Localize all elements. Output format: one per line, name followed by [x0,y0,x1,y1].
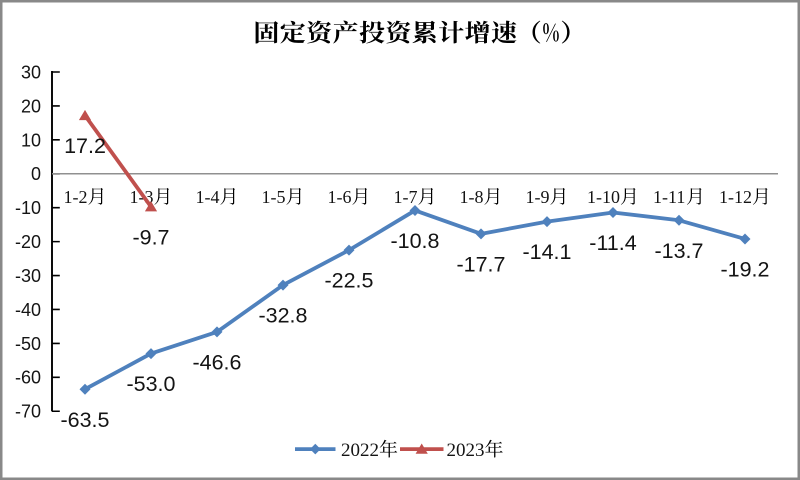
svg-text:-19.2: -19.2 [720,258,769,282]
svg-text:2023: 2023 [447,440,485,461]
svg-text:-53.0: -53.0 [126,372,175,396]
svg-text:-14.1: -14.1 [522,240,571,264]
svg-text:1-4: 1-4 [196,187,220,207]
svg-text:0: 0 [31,164,41,184]
svg-text:1-7: 1-7 [394,187,418,207]
svg-text:-32.8: -32.8 [258,304,307,328]
svg-text:-63.5: -63.5 [60,408,109,432]
svg-text:-10: -10 [15,198,41,218]
svg-text:-40: -40 [15,300,41,320]
svg-text:-30: -30 [15,266,41,286]
svg-text:-17.7: -17.7 [456,252,505,276]
svg-text:2022: 2022 [341,440,379,461]
svg-text:1-8: 1-8 [460,187,484,207]
svg-text:20: 20 [21,96,41,116]
svg-text:-13.7: -13.7 [654,239,703,263]
svg-text:-46.6: -46.6 [192,350,241,374]
svg-text:-20: -20 [15,232,41,252]
svg-text:-70: -70 [15,402,41,422]
svg-text:-60: -60 [15,368,41,388]
svg-text:1-10: 1-10 [587,187,620,207]
svg-text:1-11: 1-11 [653,187,685,207]
svg-text:1-5: 1-5 [262,187,286,207]
svg-text:1-2: 1-2 [64,187,88,207]
svg-text:-11.4: -11.4 [589,231,636,255]
svg-text:1-6: 1-6 [328,187,352,207]
svg-text:30: 30 [21,62,41,82]
svg-text:1-12: 1-12 [719,187,752,207]
svg-text:-22.5: -22.5 [324,269,373,293]
svg-text:-50: -50 [15,334,41,354]
svg-text:-9.7: -9.7 [132,225,169,249]
svg-text:1-9: 1-9 [526,187,550,207]
svg-text:-10.8: -10.8 [390,229,439,253]
svg-text:10: 10 [21,130,41,150]
svg-text:17.2: 17.2 [64,134,106,158]
